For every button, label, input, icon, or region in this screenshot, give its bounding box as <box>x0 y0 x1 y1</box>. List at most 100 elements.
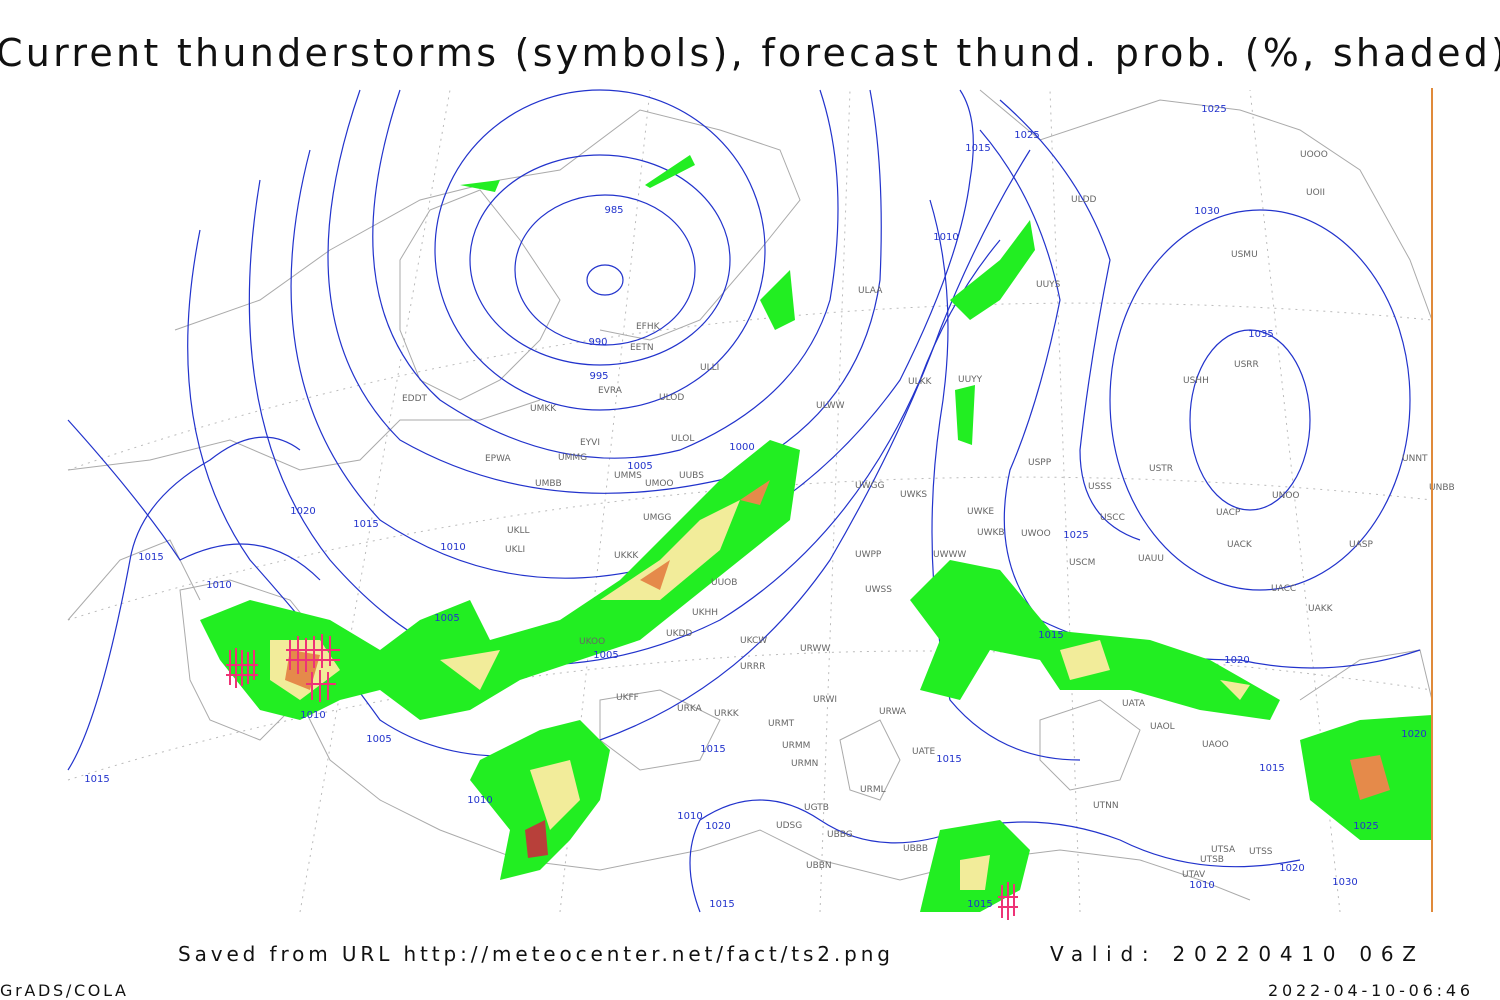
station-label: EFHK <box>636 322 661 332</box>
station-label: URWW <box>800 644 830 654</box>
station-label: ULDD <box>1071 195 1097 205</box>
probability-shading <box>200 155 1432 912</box>
isobar-label: 1015 <box>138 552 163 563</box>
station-label: EDDT <box>402 394 428 404</box>
station-label: UMGG <box>643 513 671 523</box>
isobar-label: 1020 <box>705 821 730 832</box>
isobar-label: 1015 <box>353 519 378 530</box>
isobar-label: 1015 <box>1038 630 1063 641</box>
graticule <box>67 89 1433 913</box>
software: GrADS/COLA <box>0 981 126 1000</box>
isobar-label: 990 <box>588 337 607 348</box>
isobar-label: 1005 <box>627 461 652 472</box>
isobar-label: 1030 <box>1332 877 1357 888</box>
station-label: ULOL <box>671 434 694 444</box>
station-label: ULKK <box>908 377 933 387</box>
station-label: USPP <box>1028 458 1052 468</box>
station-label: UATE <box>912 747 936 757</box>
station-label: EETN <box>630 343 654 353</box>
isobar-label: 1025 <box>1063 530 1088 541</box>
isobar-label: 1035 <box>1248 329 1273 340</box>
isobar-label: 1010 <box>933 232 958 243</box>
station-label: UMOO <box>645 479 674 489</box>
station-label: UUYY <box>958 375 983 385</box>
thunderstorm-symbols <box>226 634 1018 920</box>
isobars <box>67 89 1421 913</box>
isobar-label: 995 <box>589 371 608 382</box>
coastlines <box>67 89 1433 901</box>
station-label: UMBB <box>535 479 562 489</box>
station-label: UWKE <box>967 507 994 517</box>
station-label: UMMS <box>614 471 642 481</box>
station-label: UACK <box>1227 540 1253 550</box>
isobar-label: 1010 <box>300 710 325 721</box>
isobar-label: 1005 <box>434 613 459 624</box>
station-label: URRR <box>740 662 765 672</box>
station-label: UBBG <box>827 830 853 840</box>
isobar-label: 1015 <box>84 774 109 785</box>
station-label: UKKK <box>614 551 639 561</box>
isobar-label: 1010 <box>677 811 702 822</box>
station-label: UDSG <box>776 821 802 831</box>
isobar-label: 1005 <box>593 650 618 661</box>
station-label: EYVI <box>580 438 600 448</box>
station-label: UACP <box>1216 508 1241 518</box>
station-label: UOOO <box>1300 150 1328 160</box>
station-label: UMKK <box>530 404 557 414</box>
station-label: UWPP <box>855 550 882 560</box>
station-label: UAUU <box>1138 554 1164 564</box>
isobar-label: 1010 <box>467 795 492 806</box>
station-label: UNOO <box>1272 491 1300 501</box>
station-label: UTSS <box>1249 847 1273 857</box>
station-label: UWOO <box>1021 529 1051 539</box>
isobar-label: 1025 <box>1201 104 1226 115</box>
isobar-label: 1015 <box>967 899 992 910</box>
station-label: URML <box>860 785 886 795</box>
station-label: UWSS <box>865 585 892 595</box>
isobar-label: 1010 <box>440 542 465 553</box>
station-label: UUOB <box>711 578 737 588</box>
station-label: UAOL <box>1150 722 1175 732</box>
station-label: USMU <box>1231 250 1258 260</box>
station-label: UKCW <box>740 636 767 646</box>
station-label: UKFF <box>616 693 639 703</box>
isobar-label: 1010 <box>1189 880 1214 891</box>
station-label: USHH <box>1183 376 1209 386</box>
station-label: ULLI <box>700 363 719 373</box>
isobar-label: 1020 <box>1224 655 1249 666</box>
isobar-label: 1025 <box>1014 130 1039 141</box>
isobar-label: 1020 <box>1401 729 1426 740</box>
station-label: UASP <box>1349 540 1373 550</box>
station-label: URKA <box>677 704 703 714</box>
isobar-label: 1015 <box>965 143 990 154</box>
station-label: UWWW <box>933 550 966 560</box>
station-label: ULOD <box>659 393 684 403</box>
isobar-label: 1015 <box>1259 763 1284 774</box>
isobar-label: 1025 <box>1353 821 1378 832</box>
station-label: USCC <box>1100 513 1125 523</box>
station-label: UMMG <box>558 453 587 463</box>
station-label: UACC <box>1271 584 1296 594</box>
station-label: ULAA <box>858 286 883 296</box>
station-label: URWA <box>879 707 907 717</box>
station-label: USCM <box>1069 558 1095 568</box>
isobar-label: 1015 <box>936 754 961 765</box>
station-label: URMN <box>791 759 818 769</box>
station-label: USTR <box>1149 464 1173 474</box>
station-label: UOII <box>1306 188 1325 198</box>
isobar-label: 1030 <box>1194 206 1219 217</box>
station-label: UBBB <box>903 844 928 854</box>
station-label: UAKK <box>1308 604 1334 614</box>
station-label: UNBB <box>1429 483 1455 493</box>
station-label: UUBS <box>679 471 704 481</box>
isobar-label: 1020 <box>1279 863 1304 874</box>
isobar-labels: 1025 1025 1015 985 1030 1010 990 995 1035 1000 100… <box>84 104 1426 910</box>
station-label: UKLI <box>505 545 525 555</box>
timestamp: 2022-04-10-06:46 <box>1268 981 1470 1000</box>
source-url: Saved from URL http://meteocenter.net/fa… <box>178 942 890 966</box>
station-label: UKHH <box>692 608 718 618</box>
station-label: URMT <box>768 719 795 729</box>
station-label: USSS <box>1088 482 1112 492</box>
station-label: URMM <box>782 741 810 751</box>
